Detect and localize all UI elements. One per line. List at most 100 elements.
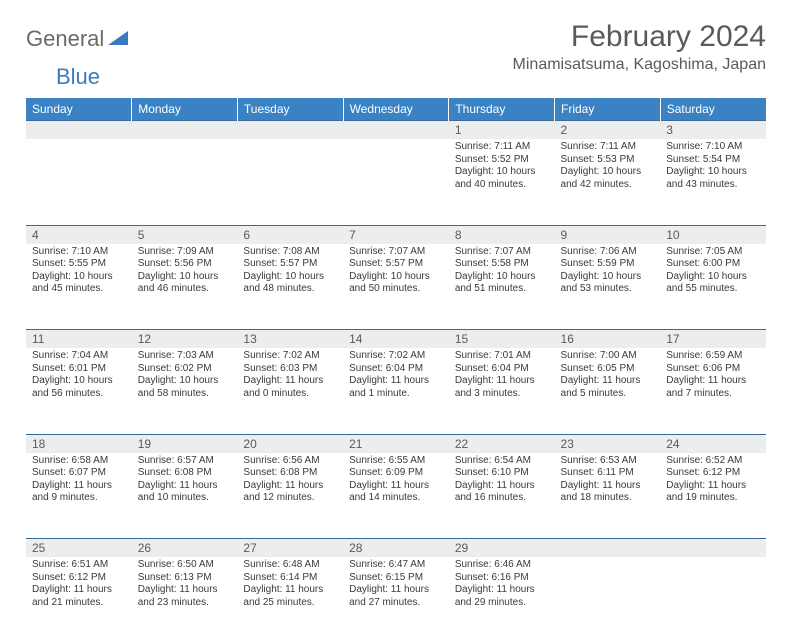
day-number-row: 2526272829 bbox=[26, 539, 766, 558]
day-day2: and 29 minutes. bbox=[455, 597, 549, 610]
day-cell: Sunrise: 6:52 AMSunset: 6:12 PMDaylight:… bbox=[660, 453, 766, 539]
day-day2: and 18 minutes. bbox=[561, 492, 655, 505]
day-day1: Daylight: 11 hours bbox=[349, 584, 443, 597]
empty-day-number bbox=[237, 121, 343, 140]
day-cell: Sunrise: 7:11 AMSunset: 5:53 PMDaylight:… bbox=[555, 139, 661, 225]
day-info: Sunrise: 7:00 AMSunset: 6:05 PMDaylight:… bbox=[555, 348, 661, 406]
day-day2: and 23 minutes. bbox=[138, 597, 232, 610]
day-info: Sunrise: 6:53 AMSunset: 6:11 PMDaylight:… bbox=[555, 453, 661, 511]
day-number: 24 bbox=[660, 434, 766, 453]
day-number-row: 45678910 bbox=[26, 225, 766, 244]
day-sunrise: Sunrise: 6:54 AM bbox=[455, 455, 549, 468]
day-cell: Sunrise: 6:54 AMSunset: 6:10 PMDaylight:… bbox=[449, 453, 555, 539]
day-info: Sunrise: 7:04 AMSunset: 6:01 PMDaylight:… bbox=[26, 348, 132, 406]
logo-text-general: General bbox=[26, 26, 104, 52]
day-day2: and 51 minutes. bbox=[455, 283, 549, 296]
empty-day-cell bbox=[237, 139, 343, 225]
day-day2: and 16 minutes. bbox=[455, 492, 549, 505]
day-info: Sunrise: 7:06 AMSunset: 5:59 PMDaylight:… bbox=[555, 244, 661, 302]
day-info-row: Sunrise: 7:11 AMSunset: 5:52 PMDaylight:… bbox=[26, 139, 766, 225]
day-day1: Daylight: 10 hours bbox=[455, 271, 549, 284]
day-sunset: Sunset: 6:09 PM bbox=[349, 467, 443, 480]
day-day2: and 56 minutes. bbox=[32, 388, 126, 401]
day-sunset: Sunset: 6:04 PM bbox=[455, 363, 549, 376]
day-cell: Sunrise: 7:01 AMSunset: 6:04 PMDaylight:… bbox=[449, 348, 555, 434]
day-info: Sunrise: 7:02 AMSunset: 6:04 PMDaylight:… bbox=[343, 348, 449, 406]
day-sunset: Sunset: 6:00 PM bbox=[666, 258, 760, 271]
day-sunset: Sunset: 5:56 PM bbox=[138, 258, 232, 271]
day-day1: Daylight: 11 hours bbox=[455, 480, 549, 493]
day-sunrise: Sunrise: 6:51 AM bbox=[32, 559, 126, 572]
day-sunset: Sunset: 6:16 PM bbox=[455, 572, 549, 585]
calendar-body: 123Sunrise: 7:11 AMSunset: 5:52 PMDaylig… bbox=[26, 121, 766, 643]
day-day2: and 0 minutes. bbox=[243, 388, 337, 401]
day-day1: Daylight: 10 hours bbox=[349, 271, 443, 284]
day-sunset: Sunset: 6:08 PM bbox=[138, 467, 232, 480]
day-day1: Daylight: 11 hours bbox=[138, 480, 232, 493]
day-number: 4 bbox=[26, 225, 132, 244]
day-info: Sunrise: 7:05 AMSunset: 6:00 PMDaylight:… bbox=[660, 244, 766, 302]
day-sunrise: Sunrise: 6:57 AM bbox=[138, 455, 232, 468]
day-day1: Daylight: 11 hours bbox=[32, 480, 126, 493]
day-sunset: Sunset: 6:04 PM bbox=[349, 363, 443, 376]
day-info: Sunrise: 7:11 AMSunset: 5:53 PMDaylight:… bbox=[555, 139, 661, 197]
day-number: 29 bbox=[449, 539, 555, 558]
day-sunset: Sunset: 5:57 PM bbox=[243, 258, 337, 271]
day-cell: Sunrise: 6:46 AMSunset: 6:16 PMDaylight:… bbox=[449, 557, 555, 643]
day-info: Sunrise: 6:55 AMSunset: 6:09 PMDaylight:… bbox=[343, 453, 449, 511]
day-number: 6 bbox=[237, 225, 343, 244]
day-number: 9 bbox=[555, 225, 661, 244]
day-number: 21 bbox=[343, 434, 449, 453]
calendar-header-row: SundayMondayTuesdayWednesdayThursdayFrid… bbox=[26, 98, 766, 121]
day-number: 28 bbox=[343, 539, 449, 558]
day-sunrise: Sunrise: 7:11 AM bbox=[561, 141, 655, 154]
day-day1: Daylight: 11 hours bbox=[243, 375, 337, 388]
day-sunrise: Sunrise: 7:01 AM bbox=[455, 350, 549, 363]
day-number: 1 bbox=[449, 121, 555, 140]
day-day2: and 50 minutes. bbox=[349, 283, 443, 296]
day-sunset: Sunset: 6:01 PM bbox=[32, 363, 126, 376]
day-cell: Sunrise: 7:02 AMSunset: 6:04 PMDaylight:… bbox=[343, 348, 449, 434]
day-sunrise: Sunrise: 7:06 AM bbox=[561, 246, 655, 259]
day-sunset: Sunset: 6:10 PM bbox=[455, 467, 549, 480]
day-day1: Daylight: 10 hours bbox=[32, 271, 126, 284]
day-number: 20 bbox=[237, 434, 343, 453]
day-info: Sunrise: 6:57 AMSunset: 6:08 PMDaylight:… bbox=[132, 453, 238, 511]
day-info: Sunrise: 6:48 AMSunset: 6:14 PMDaylight:… bbox=[237, 557, 343, 615]
day-sunset: Sunset: 6:08 PM bbox=[243, 467, 337, 480]
day-sunset: Sunset: 5:58 PM bbox=[455, 258, 549, 271]
logo: General bbox=[26, 20, 128, 52]
day-day1: Daylight: 11 hours bbox=[666, 375, 760, 388]
day-sunset: Sunset: 5:52 PM bbox=[455, 154, 549, 167]
day-day1: Daylight: 10 hours bbox=[666, 271, 760, 284]
day-day2: and 10 minutes. bbox=[138, 492, 232, 505]
day-day1: Daylight: 10 hours bbox=[32, 375, 126, 388]
day-sunset: Sunset: 6:11 PM bbox=[561, 467, 655, 480]
day-info: Sunrise: 7:11 AMSunset: 5:52 PMDaylight:… bbox=[449, 139, 555, 197]
day-day2: and 53 minutes. bbox=[561, 283, 655, 296]
day-day2: and 27 minutes. bbox=[349, 597, 443, 610]
day-cell: Sunrise: 7:02 AMSunset: 6:03 PMDaylight:… bbox=[237, 348, 343, 434]
day-sunrise: Sunrise: 7:03 AM bbox=[138, 350, 232, 363]
day-number: 18 bbox=[26, 434, 132, 453]
day-number: 17 bbox=[660, 330, 766, 349]
day-info: Sunrise: 6:54 AMSunset: 6:10 PMDaylight:… bbox=[449, 453, 555, 511]
day-sunset: Sunset: 5:59 PM bbox=[561, 258, 655, 271]
day-day2: and 48 minutes. bbox=[243, 283, 337, 296]
day-cell: Sunrise: 6:50 AMSunset: 6:13 PMDaylight:… bbox=[132, 557, 238, 643]
day-day1: Daylight: 10 hours bbox=[138, 271, 232, 284]
day-number: 26 bbox=[132, 539, 238, 558]
day-info: Sunrise: 7:07 AMSunset: 5:58 PMDaylight:… bbox=[449, 244, 555, 302]
day-sunset: Sunset: 6:15 PM bbox=[349, 572, 443, 585]
day-day2: and 40 minutes. bbox=[455, 179, 549, 192]
day-sunrise: Sunrise: 7:07 AM bbox=[455, 246, 549, 259]
day-header: Tuesday bbox=[237, 98, 343, 121]
day-cell: Sunrise: 7:07 AMSunset: 5:58 PMDaylight:… bbox=[449, 244, 555, 330]
day-day1: Daylight: 10 hours bbox=[455, 166, 549, 179]
day-cell: Sunrise: 6:48 AMSunset: 6:14 PMDaylight:… bbox=[237, 557, 343, 643]
logo-triangle-icon bbox=[108, 29, 128, 50]
day-sunrise: Sunrise: 6:50 AM bbox=[138, 559, 232, 572]
day-day1: Daylight: 10 hours bbox=[666, 166, 760, 179]
day-cell: Sunrise: 6:59 AMSunset: 6:06 PMDaylight:… bbox=[660, 348, 766, 434]
day-cell: Sunrise: 6:55 AMSunset: 6:09 PMDaylight:… bbox=[343, 453, 449, 539]
